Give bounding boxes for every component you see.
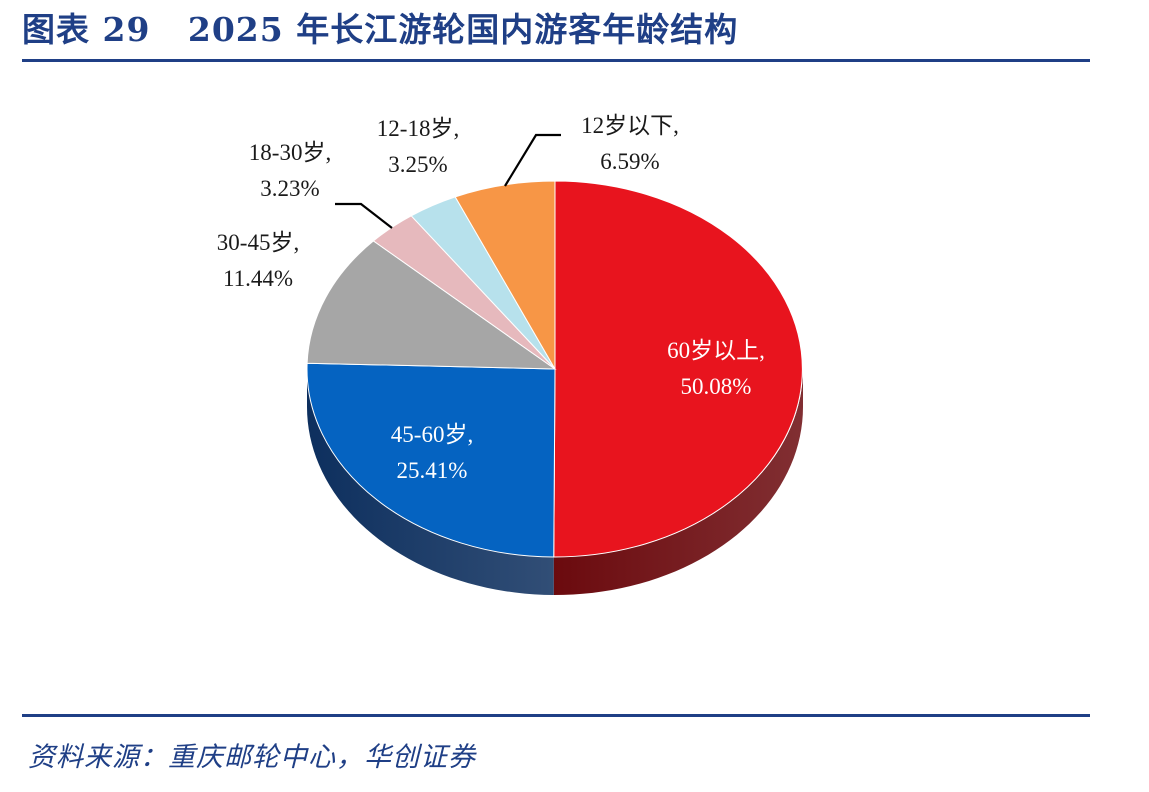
page-title: 图表 29 2025 年长江游轮国内游客年龄结构 xyxy=(22,10,739,49)
footer-divider xyxy=(22,714,1090,717)
pie-slice-5 xyxy=(454,180,556,371)
slice-value-2: 11.44% xyxy=(223,266,293,291)
slice-label-3: 18-30岁, xyxy=(249,140,331,165)
leader-lines xyxy=(335,133,561,229)
pie-top xyxy=(306,180,803,558)
slice-label-5: 12岁以下, xyxy=(581,113,679,138)
slice-value-4: 3.25% xyxy=(388,152,447,177)
slice-value-3: 3.23% xyxy=(260,176,319,201)
slice-value-5: 6.59% xyxy=(600,149,659,174)
pie-slice-1 xyxy=(306,362,556,558)
slice-label-4: 12-18岁, xyxy=(377,116,459,141)
title-divider xyxy=(22,59,1090,62)
slice-value-1: 25.41% xyxy=(397,458,468,483)
pie-slice-2 xyxy=(306,240,557,370)
leader-line-5 xyxy=(504,133,561,187)
pie-slice-0 xyxy=(553,180,803,558)
title-bar: 图表 29 2025 年长江游轮国内游客年龄结构 xyxy=(22,6,1090,58)
slice-label-0: 60岁以上, xyxy=(667,338,765,363)
source-note: 资料来源：重庆邮轮中心，华创证券 xyxy=(28,742,476,773)
leader-line-3 xyxy=(335,202,393,229)
slice-label-1: 45-60岁, xyxy=(391,422,473,447)
slice-value-0: 50.08% xyxy=(681,374,752,399)
slice-labels: 60岁以上, 50.08% 45-60岁, 25.41% 30-45岁, 11.44% 18… xyxy=(217,113,765,483)
slice-label-2: 30-45岁, xyxy=(217,230,299,255)
